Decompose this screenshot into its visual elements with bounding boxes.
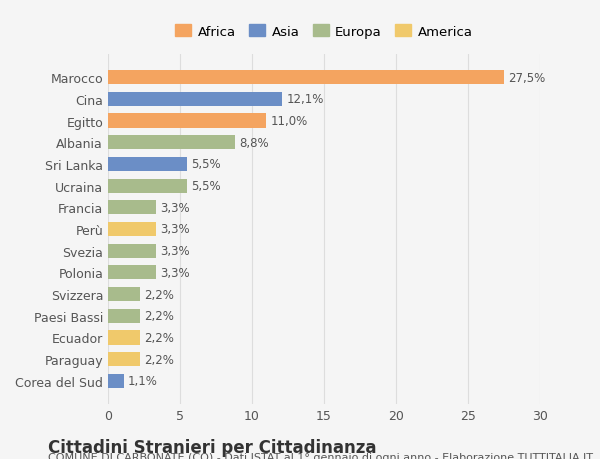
Text: 11,0%: 11,0% [271,115,308,128]
Bar [108,374,124,388]
Text: 3,3%: 3,3% [160,266,190,279]
Text: 2,2%: 2,2% [144,288,174,301]
Bar [108,179,187,193]
Bar [108,114,266,129]
Text: 8,8%: 8,8% [239,136,269,149]
Legend: Africa, Asia, Europa, America: Africa, Asia, Europa, America [170,20,478,44]
Text: 2,2%: 2,2% [144,331,174,344]
Text: 1,1%: 1,1% [128,375,158,387]
Bar [108,353,140,366]
Bar [108,157,187,172]
Text: 27,5%: 27,5% [508,72,545,84]
Bar [108,287,140,302]
Text: COMUNE DI CARBONATE (CO) - Dati ISTAT al 1° gennaio di ogni anno - Elaborazione : COMUNE DI CARBONATE (CO) - Dati ISTAT al… [48,452,593,459]
Text: Cittadini Stranieri per Cittadinanza: Cittadini Stranieri per Cittadinanza [48,438,377,456]
Text: 3,3%: 3,3% [160,202,190,214]
Bar [108,266,155,280]
Text: 12,1%: 12,1% [287,93,324,106]
Text: 2,2%: 2,2% [144,310,174,323]
Text: 3,3%: 3,3% [160,223,190,236]
Bar [108,330,140,345]
Bar [108,309,140,323]
Bar [108,244,155,258]
Bar [108,93,282,106]
Bar [108,223,155,236]
Text: 5,5%: 5,5% [191,158,221,171]
Text: 2,2%: 2,2% [144,353,174,366]
Text: 3,3%: 3,3% [160,245,190,257]
Bar [108,71,504,85]
Text: 5,5%: 5,5% [191,180,221,193]
Bar [108,136,235,150]
Bar [108,201,155,215]
